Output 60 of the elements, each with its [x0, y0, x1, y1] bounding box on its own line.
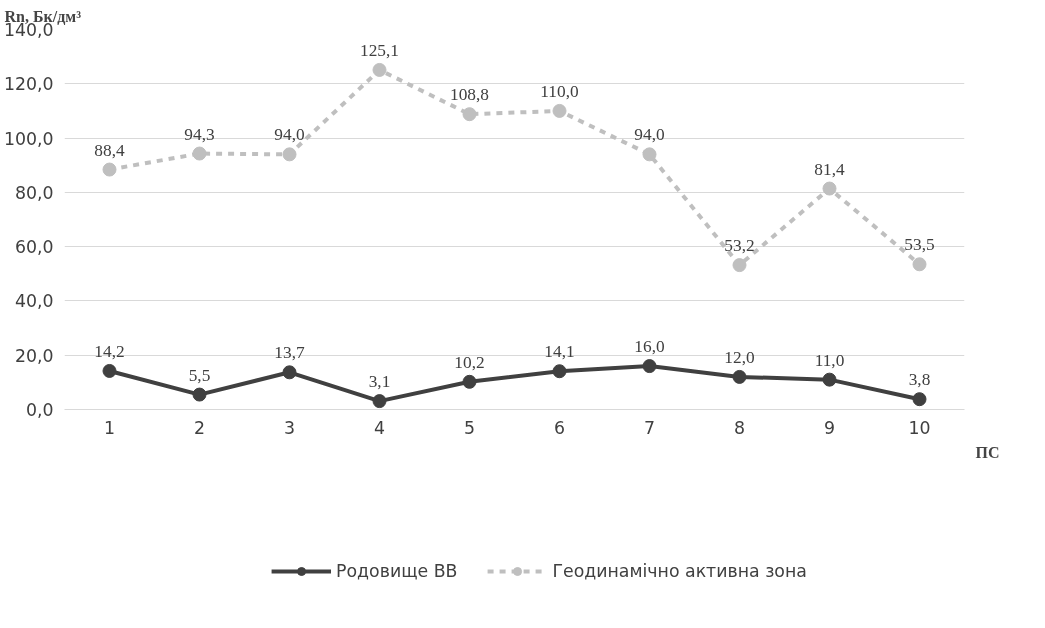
- point: [822, 181, 837, 196]
- point: [462, 107, 477, 122]
- data-label: 3,8: [908, 370, 931, 390]
- point: [912, 257, 927, 272]
- data-label: 10,2: [454, 352, 485, 372]
- x-tick-label: 7: [643, 417, 656, 438]
- data-label: 12,0: [724, 347, 755, 367]
- x-tick-label: 10: [908, 417, 931, 438]
- point: [552, 364, 567, 379]
- y-tick-label: 100,0: [3, 128, 54, 149]
- x-tick-label: 3: [283, 417, 296, 438]
- point: [822, 372, 837, 387]
- y-tick-label: 60,0: [14, 237, 54, 258]
- point: [282, 147, 297, 162]
- x-tick-label: 1: [103, 417, 116, 438]
- point: [102, 363, 117, 378]
- y-tick-label: 20,0: [14, 345, 54, 366]
- data-label: 11,0: [814, 350, 845, 370]
- x-tick-label: 9: [823, 417, 836, 438]
- point: [372, 394, 387, 409]
- data-label: 108,8: [450, 85, 490, 105]
- data-label: 125,1: [360, 40, 400, 60]
- point: [732, 369, 747, 384]
- data-label: 5,5: [188, 365, 211, 385]
- legend-label: Геодинамічно активна зона: [552, 560, 807, 581]
- y-tick-label: 40,0: [14, 291, 54, 312]
- point: [642, 147, 657, 162]
- data-label: 53,2: [724, 236, 755, 256]
- point: [102, 162, 117, 177]
- point: [552, 103, 567, 118]
- data-label: 110,0: [540, 81, 579, 101]
- x-tick-label: 2: [193, 417, 206, 438]
- point: [642, 359, 657, 374]
- data-label: 13,7: [274, 343, 305, 363]
- x-tick-label: 6: [553, 417, 566, 438]
- data-label: 81,4: [814, 159, 845, 179]
- point: [282, 365, 297, 380]
- data-label: 53,5: [904, 235, 935, 255]
- data-label: 14,1: [544, 342, 575, 362]
- point: [462, 374, 477, 389]
- data-label: 16,0: [634, 337, 665, 357]
- x-tick-label: 4: [373, 417, 386, 438]
- y-tick-label: 120,0: [3, 74, 54, 95]
- point: [912, 392, 927, 407]
- data-label: 3,1: [368, 372, 391, 392]
- data-label: 94,0: [274, 125, 305, 145]
- y-tick-label: 80,0: [14, 182, 54, 203]
- x-axis-title: ПС: [975, 443, 1000, 461]
- point: [732, 258, 747, 273]
- point: [372, 62, 387, 77]
- data-label: 94,0: [634, 125, 665, 145]
- data-label: 14,2: [94, 341, 125, 361]
- x-tick-label: 8: [733, 417, 746, 438]
- data-label: 94,3: [184, 124, 215, 144]
- y-tick-label: 0,0: [25, 400, 54, 420]
- legend-label: Родовище ВВ: [336, 560, 458, 581]
- point: [192, 146, 207, 161]
- point: [192, 387, 207, 402]
- x-tick-label: 5: [463, 417, 476, 438]
- data-label: 88,4: [94, 140, 125, 160]
